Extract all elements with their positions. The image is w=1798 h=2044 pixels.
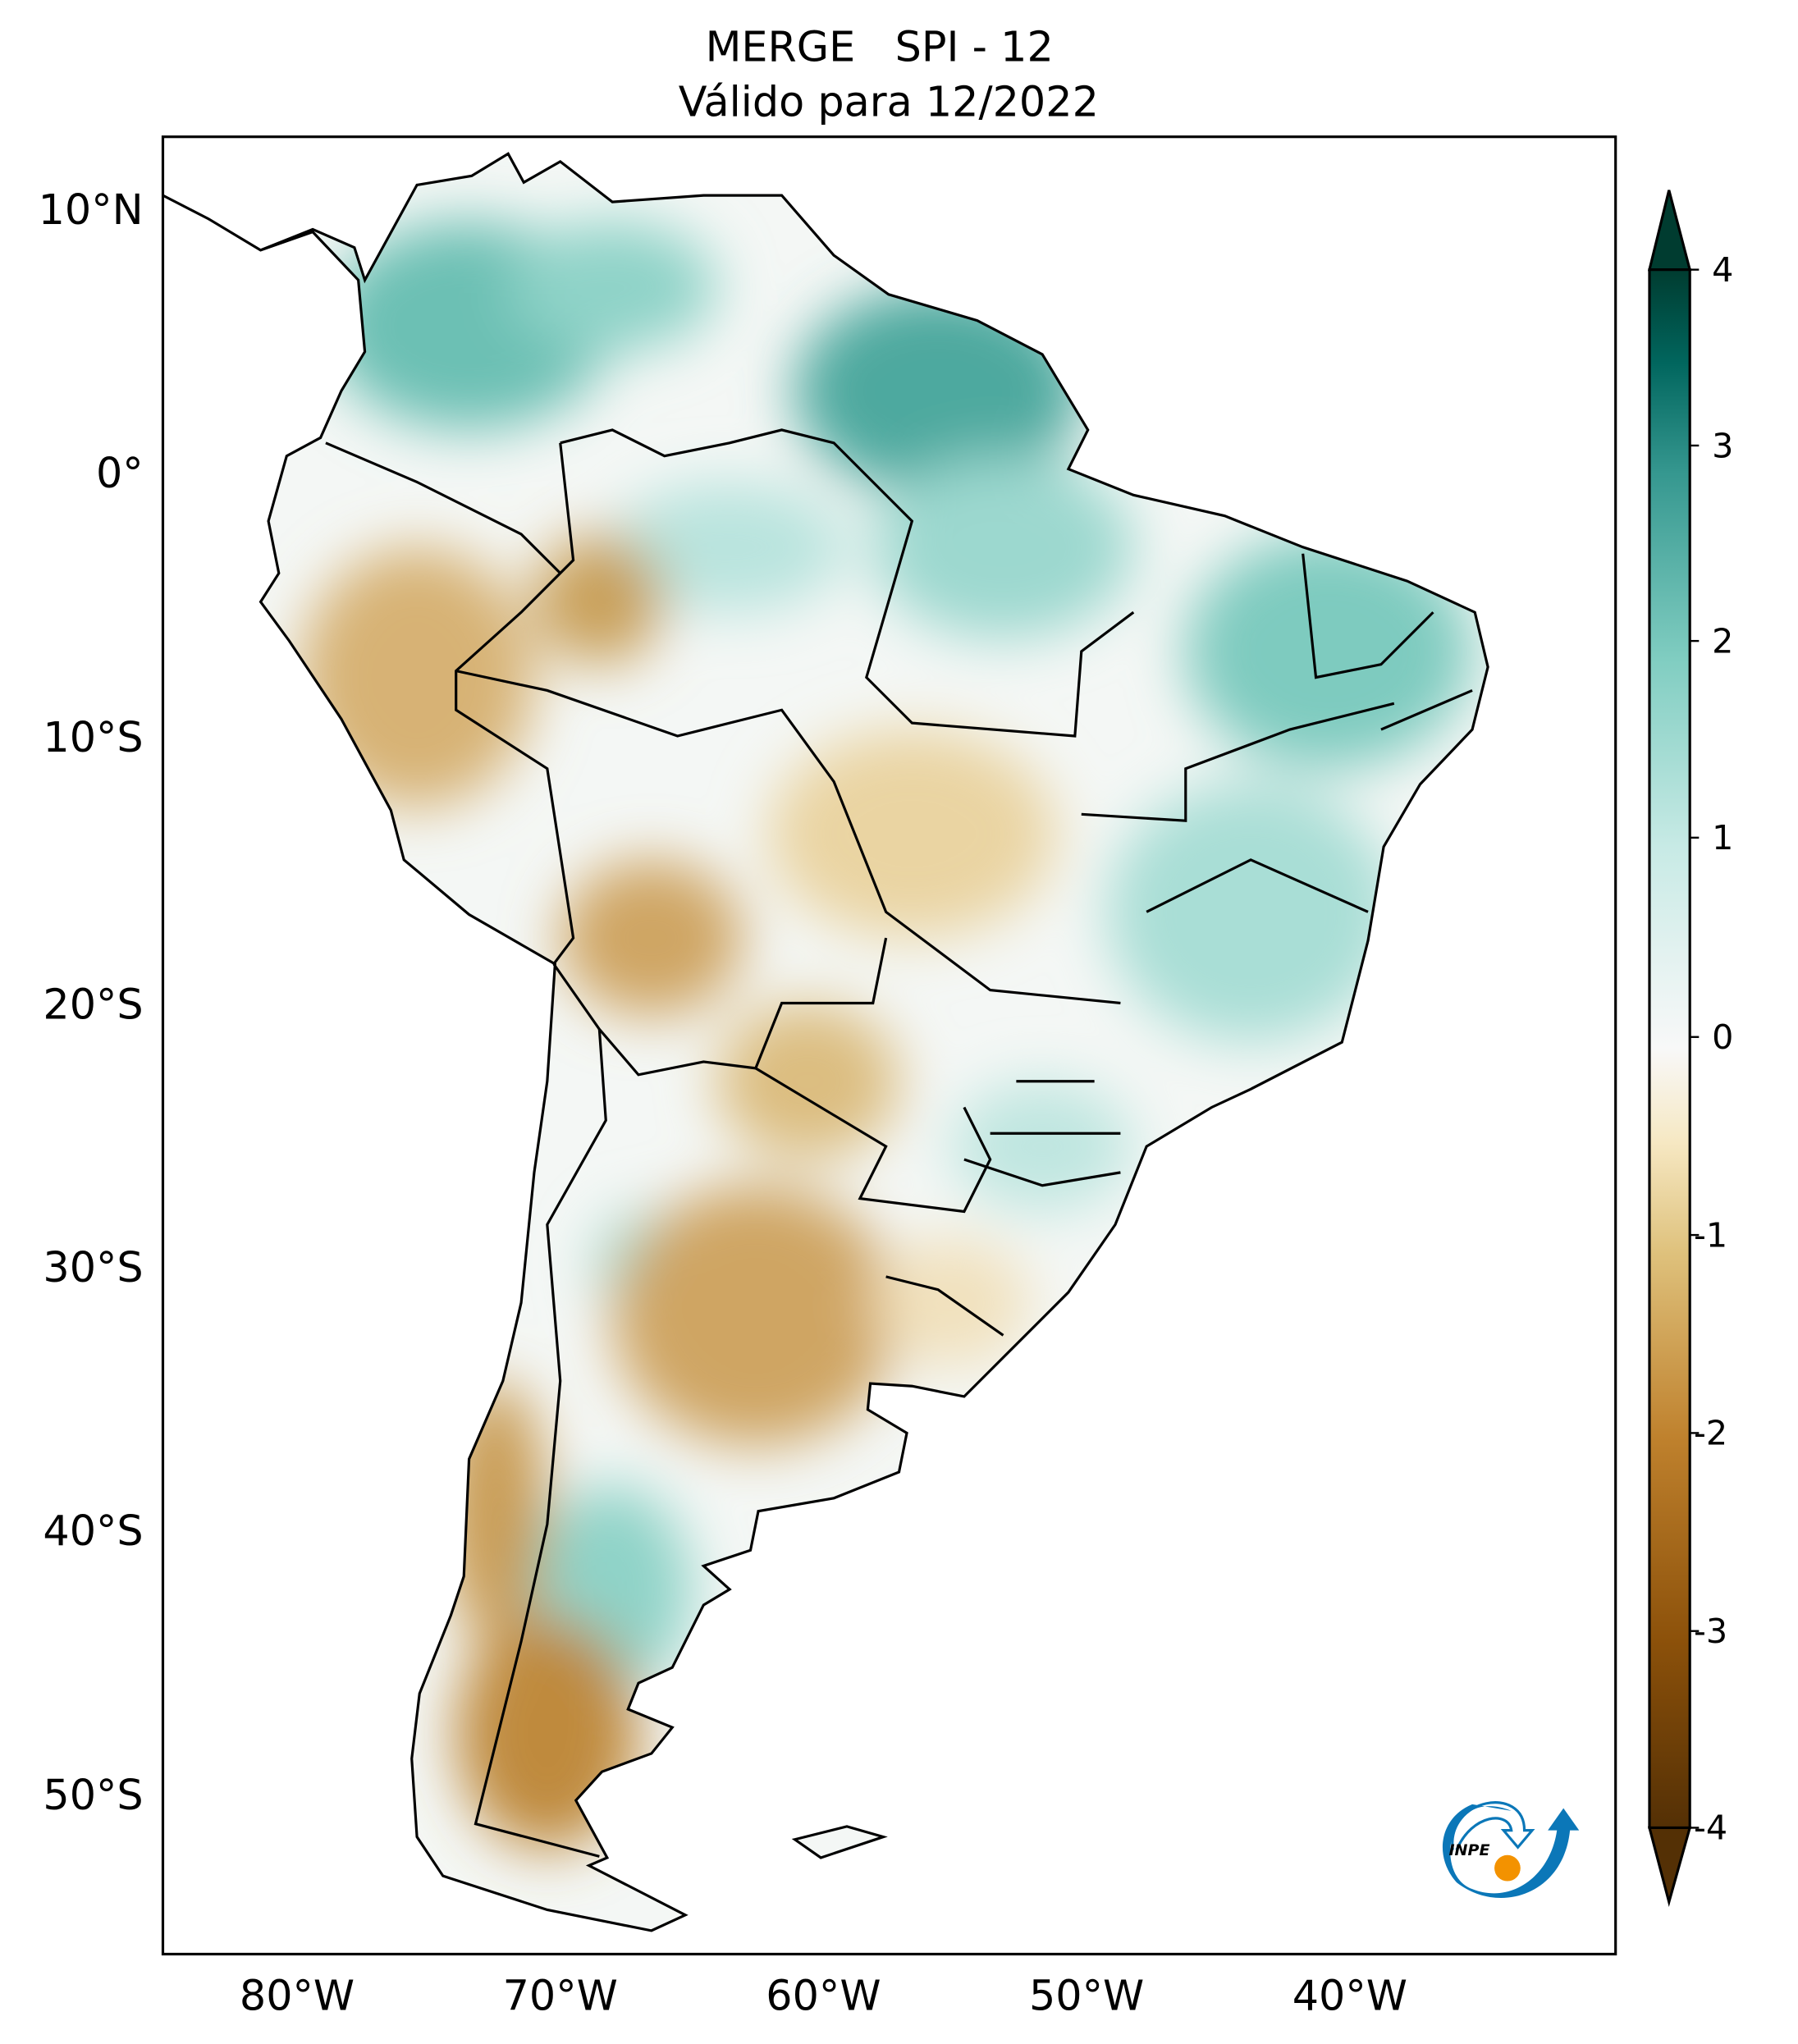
wet-anomaly-south [951,1081,1134,1212]
colorbar-tick-label: 2 [1712,621,1733,661]
colorbar-tick-label: -2 [1694,1414,1727,1453]
colorbar-tick-label: -1 [1694,1215,1727,1255]
inpe-logo-text: INPE [1448,1841,1489,1859]
colorbar-tick-label: 0 [1712,1017,1733,1057]
colorbar-tick-label: -4 [1694,1809,1727,1848]
colorbar-top-extension [1647,190,1692,272]
dry-anomaly-amazon-west [533,533,665,665]
dry-anomaly-uruguay [872,1237,1030,1369]
lat-label: 30°S [43,1243,143,1292]
lat-label: 50°S [43,1771,143,1819]
colorbar-gradient [1648,268,1691,1830]
dry-anomaly-argentina [612,1185,899,1447]
lon-label: 70°W [503,1972,618,2020]
lat-label: 20°S [43,981,143,1029]
colorbar-tick-label: -3 [1694,1612,1727,1651]
latitude-axis: 10°N 0° 10°S 20°S 30°S 40°S 50°S [39,185,144,1819]
lat-label: 10°S [43,713,143,761]
map-frame [161,135,1617,1956]
colorbar-tick-label: 4 [1712,250,1733,290]
inpe-logo: INPE [1442,1801,1580,1898]
wet-anomaly-venezuela [508,221,717,352]
lat-label: 0° [96,449,144,497]
dry-anomaly-mato-grosso [768,729,1056,939]
lat-label: 40°S [43,1507,143,1555]
dry-anomaly-bolivia [560,859,743,1017]
colorbar-bottom-extension [1647,1826,1692,1907]
wet-anomaly-southeast [1107,781,1394,1043]
lon-label: 50°W [1029,1972,1144,2020]
lat-label: 10°N [39,185,144,234]
longitude-axis: 80°W 70°W 60°W 50°W 40°W [240,1972,1407,2020]
title-line-1: MERGE SPI - 12 [706,23,1054,71]
lon-label: 60°W [766,1972,881,2020]
dry-anomaly-peru [300,546,534,808]
lon-label: 40°W [1292,1972,1407,2020]
dry-anomaly-paraguay [716,1003,899,1159]
wet-anomaly-amazonas [612,482,847,613]
wet-anomaly-northeast [1185,533,1473,769]
colorbar: 4 3 2 1 0 -1 -2 -3 -4 [1647,190,1733,1907]
map-area [161,135,1617,1956]
country-borders [325,428,1473,1858]
wet-anomaly-para [872,455,1134,638]
lon-label: 80°W [240,1972,355,2020]
colorbar-tick-label: 1 [1712,818,1733,857]
title-line-2: Válido para 12/2022 [679,77,1099,126]
colorbar-tick-label: 3 [1712,426,1733,465]
